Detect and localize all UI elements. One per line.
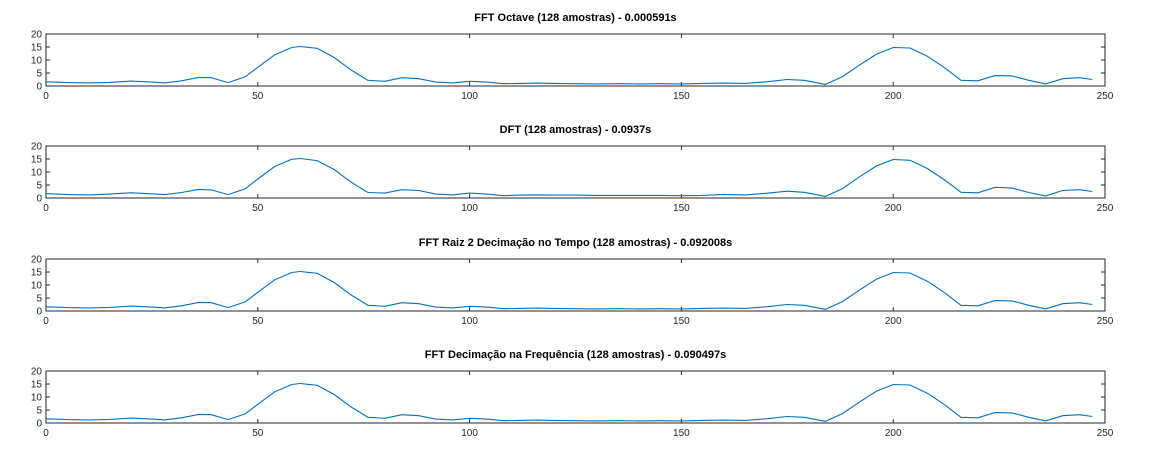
y-tick-label: 20 [31, 142, 43, 153]
subplot-title: FFT Octave (128 amostras) - 0.000591s [474, 12, 676, 24]
x-tick-label: 250 [1097, 203, 1114, 214]
y-tick-label: 15 [31, 43, 43, 54]
x-tick-label: 200 [885, 316, 902, 327]
y-tick-label: 5 [36, 69, 42, 80]
y-tick-label: 20 [31, 30, 43, 41]
y-tick-label: 10 [31, 281, 43, 292]
series-line [45, 157, 1093, 197]
x-tick-label: 50 [252, 316, 264, 327]
subplot-title: FFT Decimação na Frequência (128 amostra… [425, 349, 726, 361]
axes-box [45, 33, 1106, 87]
y-tick-label: 5 [36, 181, 42, 192]
x-tick-label: 250 [1097, 91, 1114, 102]
subplot-title: FFT Raiz 2 Decimação no Tempo (128 amost… [419, 237, 732, 249]
x-tick-label: 250 [1097, 428, 1114, 439]
x-tick-label: 150 [673, 203, 690, 214]
x-tick-label: 200 [885, 428, 902, 439]
y-tick-label: 5 [36, 406, 42, 417]
x-tick-label: 0 [43, 203, 49, 214]
y-tick-label: 10 [31, 393, 43, 404]
y-tick-label: 0 [36, 307, 42, 318]
x-tick-label: 150 [673, 91, 690, 102]
y-tick-label: 20 [31, 255, 43, 266]
x-tick-label: 0 [43, 91, 49, 102]
x-tick-label: 150 [673, 428, 690, 439]
x-tick-label: 200 [885, 91, 902, 102]
x-tick-label: 250 [1097, 316, 1114, 327]
y-tick-label: 10 [31, 168, 43, 179]
y-tick-label: 0 [36, 194, 42, 205]
x-tick-label: 50 [252, 428, 264, 439]
x-tick-label: 50 [252, 203, 264, 214]
axes-box [45, 258, 1106, 312]
subplot-3: FFT Raiz 2 Decimação no Tempo (128 amost… [31, 237, 1114, 327]
axes-box [45, 145, 1106, 199]
y-tick-label: 5 [36, 294, 42, 305]
y-tick-label: 15 [31, 380, 43, 391]
y-tick-label: 0 [36, 82, 42, 93]
y-tick-label: 0 [36, 419, 42, 430]
x-tick-label: 0 [43, 428, 49, 439]
y-tick-label: 20 [31, 367, 43, 378]
x-tick-label: 50 [252, 91, 264, 102]
x-tick-label: 100 [461, 203, 478, 214]
x-tick-label: 150 [673, 316, 690, 327]
series-line [45, 45, 1093, 85]
subplot-4: FFT Decimação na Frequência (128 amostra… [31, 349, 1114, 439]
y-tick-label: 15 [31, 155, 43, 166]
series-line [45, 270, 1093, 310]
x-tick-label: 100 [461, 91, 478, 102]
x-tick-label: 100 [461, 316, 478, 327]
x-tick-label: 100 [461, 428, 478, 439]
y-tick-label: 15 [31, 268, 43, 279]
y-tick-label: 10 [31, 56, 43, 67]
subplot-title: DFT (128 amostras) - 0.0937s [500, 124, 652, 136]
x-tick-label: 200 [885, 203, 902, 214]
axes-box [45, 370, 1106, 424]
series-line [45, 382, 1093, 422]
x-tick-label: 0 [43, 316, 49, 327]
